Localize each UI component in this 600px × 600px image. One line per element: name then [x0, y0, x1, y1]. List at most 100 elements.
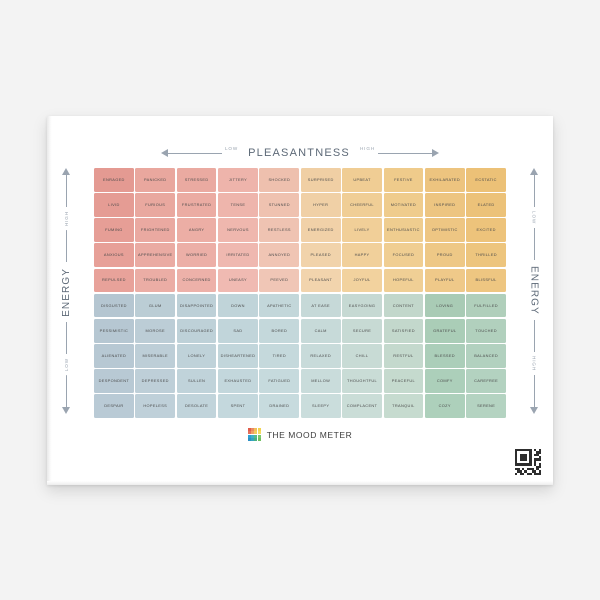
- mood-cell[interactable]: STRESSED: [176, 168, 217, 192]
- mood-cell[interactable]: MOTIVATED: [383, 193, 424, 217]
- mood-cell[interactable]: DESPAIR: [94, 394, 134, 418]
- mood-cell[interactable]: PEEVED: [259, 268, 300, 293]
- mood-cell[interactable]: DISHEARTENED: [218, 344, 258, 368]
- mood-cell[interactable]: CALM: [300, 318, 341, 343]
- mood-cell[interactable]: LOVING: [424, 293, 465, 318]
- mood-cell[interactable]: DESPONDENT: [94, 369, 134, 393]
- mood-cell[interactable]: PLEASANT: [300, 268, 341, 293]
- mood-cell[interactable]: SAD: [218, 318, 258, 343]
- mood-cell[interactable]: RELAXED: [300, 344, 341, 368]
- mood-cell[interactable]: ANGRY: [176, 218, 217, 242]
- mood-cell[interactable]: EXCITED: [466, 218, 506, 242]
- mood-cell[interactable]: HOPELESS: [135, 394, 176, 418]
- mood-cell[interactable]: APATHETIC: [259, 293, 300, 318]
- mood-cell[interactable]: MOROSE: [135, 318, 176, 343]
- mood-cell[interactable]: DOWN: [218, 293, 258, 318]
- mood-cell[interactable]: FESTIVE: [383, 168, 424, 192]
- qr-code[interactable]: [515, 449, 541, 475]
- mood-cell[interactable]: TIRED: [259, 344, 300, 368]
- mood-cell[interactable]: PANICKED: [135, 168, 176, 192]
- mood-cell[interactable]: HOPEFUL: [383, 268, 424, 293]
- mood-cell[interactable]: FATIGUED: [259, 369, 300, 393]
- mood-cell[interactable]: PLAYFUL: [424, 268, 465, 293]
- mood-cell[interactable]: DISCOURAGED: [176, 318, 217, 343]
- mood-cell[interactable]: THOUGHTFUL: [342, 369, 382, 393]
- mood-cell[interactable]: PLEASED: [300, 243, 341, 268]
- mood-cell[interactable]: DISGUSTED: [94, 293, 134, 318]
- mood-cell[interactable]: ECSTATIC: [466, 168, 506, 192]
- mood-cell[interactable]: TROUBLED: [135, 268, 176, 293]
- mood-cell[interactable]: PROUD: [424, 243, 465, 268]
- mood-cell[interactable]: DISAPPOINTED: [176, 293, 217, 318]
- mood-cell[interactable]: ELATED: [466, 193, 506, 217]
- mood-cell[interactable]: COMPLACENT: [342, 394, 382, 418]
- mood-cell[interactable]: BLISSFUL: [466, 268, 506, 293]
- mood-cell[interactable]: THRILLED: [466, 243, 506, 268]
- mood-cell[interactable]: TOUCHED: [466, 318, 506, 343]
- mood-cell[interactable]: DEPRESSED: [135, 369, 176, 393]
- mood-cell[interactable]: IRRITATED: [218, 243, 258, 268]
- mood-cell[interactable]: PESSIMISTIC: [94, 318, 134, 343]
- mood-cell[interactable]: CAREFREE: [466, 369, 506, 393]
- mood-cell[interactable]: SURPRISED: [300, 168, 341, 192]
- mood-cell[interactable]: FUMING: [94, 218, 134, 242]
- mood-cell[interactable]: CONCERNED: [176, 268, 217, 293]
- mood-cell[interactable]: SLEEPY: [300, 394, 341, 418]
- mood-cell[interactable]: SATISFIED: [383, 318, 424, 343]
- mood-cell[interactable]: JITTERY: [218, 168, 258, 192]
- mood-cell[interactable]: BORED: [259, 318, 300, 343]
- mood-cell[interactable]: HYPER: [300, 193, 341, 217]
- mood-cell[interactable]: BLESSED: [424, 344, 465, 368]
- mood-cell[interactable]: ENERGIZED: [300, 218, 341, 242]
- mood-cell[interactable]: FRUSTRATED: [176, 193, 217, 217]
- mood-cell[interactable]: ANXIOUS: [94, 243, 134, 268]
- mood-cell[interactable]: ENTHUSIASTIC: [383, 218, 424, 242]
- mood-cell[interactable]: SULLEN: [176, 369, 217, 393]
- mood-cell[interactable]: GRATEFUL: [424, 318, 465, 343]
- mood-cell[interactable]: NERVOUS: [218, 218, 258, 242]
- mood-cell[interactable]: PEACEFUL: [383, 369, 424, 393]
- mood-cell[interactable]: UPBEAT: [342, 168, 382, 192]
- mood-cell[interactable]: AT EASE: [300, 293, 341, 318]
- mood-cell[interactable]: FOCUSED: [383, 243, 424, 268]
- mood-cell[interactable]: SHOCKED: [259, 168, 300, 192]
- mood-cell[interactable]: DRAINED: [259, 394, 300, 418]
- mood-cell[interactable]: DESOLATE: [176, 394, 217, 418]
- mood-cell[interactable]: RESTFUL: [383, 344, 424, 368]
- mood-cell[interactable]: EXHAUSTED: [218, 369, 258, 393]
- mood-cell[interactable]: EXHILARATED: [424, 168, 465, 192]
- mood-cell[interactable]: OPTIMISTIC: [424, 218, 465, 242]
- mood-cell[interactable]: GLUM: [135, 293, 176, 318]
- mood-cell[interactable]: BALANCED: [466, 344, 506, 368]
- mood-cell[interactable]: LIVID: [94, 193, 134, 217]
- mood-cell[interactable]: SECURE: [342, 318, 382, 343]
- mood-cell[interactable]: SERENE: [466, 394, 506, 418]
- mood-cell[interactable]: MISERABLE: [135, 344, 176, 368]
- mood-cell[interactable]: EASYGOING: [342, 293, 382, 318]
- mood-cell[interactable]: FULFILLED: [466, 293, 506, 318]
- mood-cell[interactable]: INSPIRED: [424, 193, 465, 217]
- mood-cell[interactable]: TENSE: [218, 193, 258, 217]
- mood-cell[interactable]: CHILL: [342, 344, 382, 368]
- mood-cell[interactable]: FRIGHTENED: [135, 218, 176, 242]
- mood-cell[interactable]: JOYFUL: [342, 268, 382, 293]
- mood-cell[interactable]: LIVELY: [342, 218, 382, 242]
- mood-cell[interactable]: STUNNED: [259, 193, 300, 217]
- mood-cell[interactable]: COZY: [424, 394, 465, 418]
- mood-cell[interactable]: CONTENT: [383, 293, 424, 318]
- mood-cell[interactable]: APPREHENSIVE: [135, 243, 176, 268]
- mood-cell[interactable]: HAPPY: [342, 243, 382, 268]
- mood-cell[interactable]: SPENT: [218, 394, 258, 418]
- mood-cell[interactable]: ALIENATED: [94, 344, 134, 368]
- mood-cell[interactable]: CHEERFUL: [342, 193, 382, 217]
- mood-cell[interactable]: FURIOUS: [135, 193, 176, 217]
- mood-cell[interactable]: WORRIED: [176, 243, 217, 268]
- mood-cell[interactable]: TRANQUIL: [383, 394, 424, 418]
- mood-cell[interactable]: REPULSED: [94, 268, 134, 293]
- mood-cell[interactable]: COMFY: [424, 369, 465, 393]
- mood-cell[interactable]: ENRAGED: [94, 168, 134, 192]
- mood-cell[interactable]: LONELY: [176, 344, 217, 368]
- mood-cell[interactable]: ANNOYED: [259, 243, 300, 268]
- mood-cell[interactable]: UNEASY: [218, 268, 258, 293]
- mood-cell[interactable]: RESTLESS: [259, 218, 300, 242]
